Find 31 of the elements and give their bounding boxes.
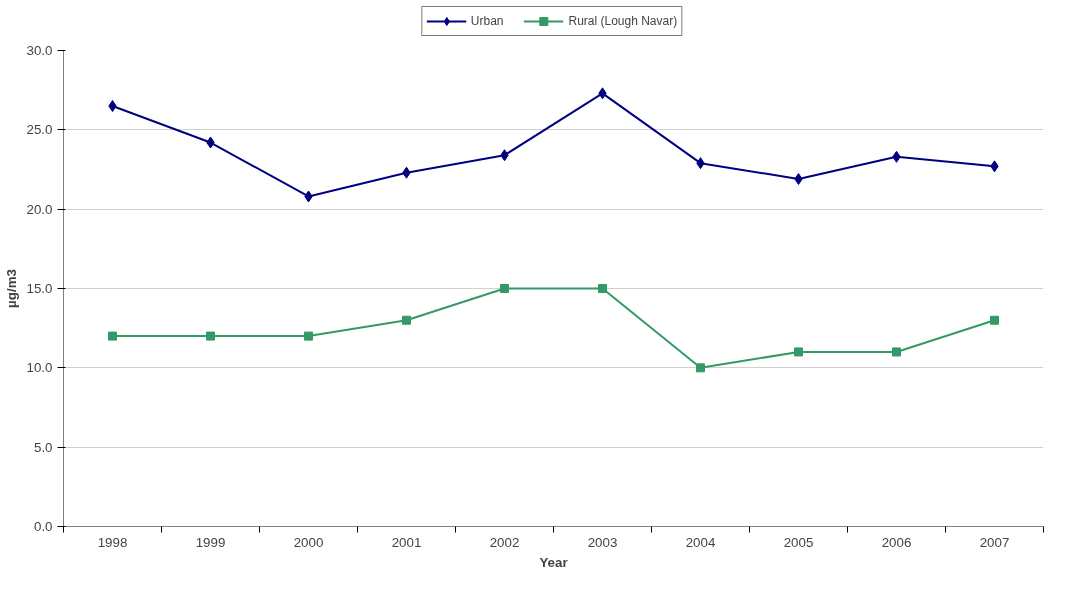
x-tick-label: 2007: [979, 534, 1010, 550]
point: [206, 331, 215, 341]
point: [990, 315, 999, 325]
y-tick-label: 5.0: [33, 439, 53, 455]
x-tick-label: 2006: [881, 534, 912, 550]
x-tick-label: 2002: [489, 534, 520, 550]
legend-label: Rural (Lough Navar): [568, 14, 678, 28]
y-tick-label: 20.0: [26, 201, 53, 217]
y-tick-label: 0.0: [33, 519, 53, 534]
y-tick-label: 10.0: [26, 360, 53, 376]
x-tick-label: 2001: [391, 534, 422, 550]
point: [696, 363, 705, 373]
x-tick-label: 2005: [783, 534, 814, 550]
y-axis-title: µg/m3: [3, 269, 19, 308]
point: [402, 315, 411, 325]
point: [598, 284, 607, 293]
y-tick-label: 25.0: [26, 122, 53, 138]
y-tick-label: 15.0: [26, 281, 53, 296]
point: [108, 331, 117, 341]
point: [794, 347, 803, 357]
x-tick-label: 1999: [195, 534, 226, 550]
point: [304, 331, 313, 341]
x-tick-label: 2003: [587, 534, 618, 550]
y-tick-label: 30.0: [26, 43, 53, 58]
x-tick-label: 2004: [685, 534, 716, 550]
point: [500, 284, 509, 293]
point: [892, 347, 901, 357]
legend-label: Urban: [470, 14, 504, 28]
x-tick-label: 2000: [293, 534, 324, 550]
x-axis-title: Year: [539, 554, 568, 570]
x-tick-label: 1998: [97, 534, 128, 550]
